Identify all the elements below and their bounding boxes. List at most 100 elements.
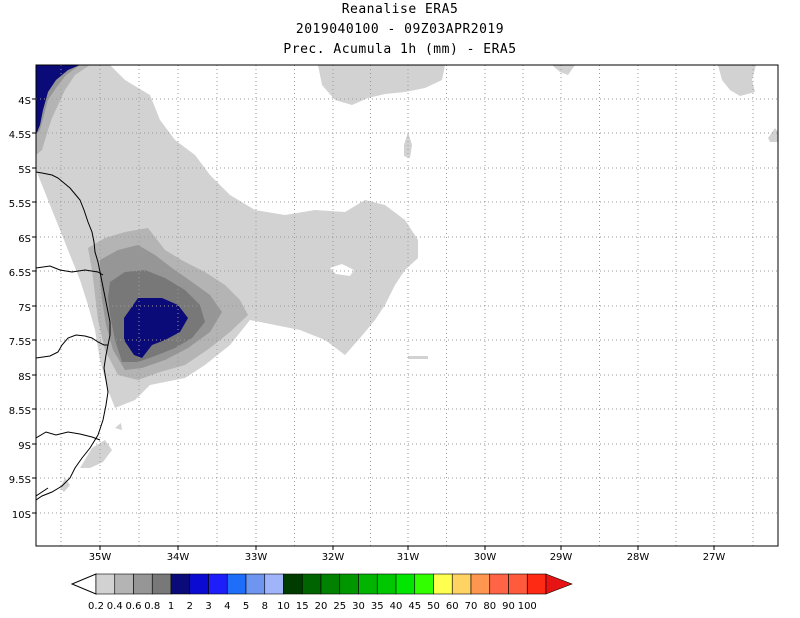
lat-tick-label: 6S (18, 234, 31, 245)
lat-tick-label: 6.5S (9, 268, 31, 279)
colorbar-tick-label: 30 (352, 601, 365, 612)
colorbar-swatch (526, 573, 547, 595)
precip-level-0.2 (768, 128, 778, 142)
longitude-axis: 35W 34W 33W 32W 31W 30W 29W 28W 27W (89, 552, 726, 563)
precip-level-0.2 (60, 478, 70, 492)
colorbar-tick-label: 0.4 (107, 601, 123, 612)
state-border-pe-al (36, 431, 101, 441)
lon-tick-label: 34W (167, 552, 190, 563)
precip-level-1 (124, 298, 188, 358)
colorbar-tick-label: 40 (390, 601, 403, 612)
colorbar-tick-label: 0.6 (126, 601, 142, 612)
axis-ticks (32, 98, 715, 550)
colorbar-swatch (245, 573, 266, 595)
precip-level-0.2 (718, 65, 756, 96)
colorbar-swatch (414, 573, 434, 595)
precip-level-0.2 (552, 65, 575, 75)
colorbar-high-arrow (545, 573, 573, 595)
lon-tick-label: 33W (245, 552, 268, 563)
colorbar-tick-label: 50 (427, 601, 440, 612)
lat-tick-label: 7.5S (9, 337, 31, 348)
colorbar-tick-label: 15 (296, 601, 309, 612)
lon-tick-label: 30W (474, 552, 497, 563)
colorbar-tick-label: 100 (518, 601, 537, 612)
lon-tick-label: 35W (89, 552, 112, 563)
lon-tick-label: 29W (550, 552, 573, 563)
colorbar-swatch (301, 573, 322, 595)
colorbar-swatch (133, 573, 153, 595)
lat-tick-label: 8.5S (9, 406, 31, 417)
colorbar-tick-label: 90 (502, 601, 515, 612)
colorbar-swatch (226, 573, 247, 595)
lat-tick-label: 8S (18, 372, 31, 383)
precip-level-0.2 (80, 440, 112, 468)
colorbar-tick-label: 25 (333, 601, 346, 612)
graticule (36, 65, 778, 546)
precipitation-field (36, 65, 778, 492)
colorbar-swatch (114, 573, 134, 595)
lat-tick-label: 9.5S (9, 475, 31, 486)
colorbar-swatch (189, 573, 209, 595)
colorbar (70, 573, 573, 595)
state-border-pb-pe (36, 334, 108, 359)
precip-level-0.2 (115, 423, 122, 430)
state-border-se (36, 487, 49, 497)
colorbar-low-arrow (70, 573, 97, 595)
lat-tick-label: 4S (18, 96, 31, 107)
colorbar-tick-label: 10 (277, 601, 290, 612)
colorbar-swatch (283, 573, 303, 595)
colorbar-swatch (151, 573, 172, 595)
map-date-subtitle: 2019040100 - 09Z03APR2019 (295, 22, 505, 37)
colorbar-tick-label: 60 (446, 601, 459, 612)
lat-tick-label: 5.5S (9, 199, 31, 210)
precip-gap (330, 264, 354, 276)
colorbar-tick-label: 20 (315, 601, 328, 612)
precip-level-1 (36, 65, 80, 135)
lat-tick-label: 5S (18, 165, 31, 176)
colorbar-swatch (339, 573, 359, 595)
colorbar-tick-label: 35 (371, 601, 384, 612)
colorbar-swatch (395, 573, 416, 595)
latitude-axis: 4S 4.5S 5S 5.5S 6S 6.5S 7S 7.5S 8S 8.5S … (9, 96, 31, 521)
coastline (36, 171, 111, 501)
colorbar-swatch (508, 573, 528, 595)
colorbar-tick-label: 2 (187, 601, 193, 612)
colorbar-swatch (489, 573, 509, 595)
precip-level-0.2 (318, 65, 445, 105)
colorbar-swatch (433, 573, 453, 595)
colorbar-swatch (358, 573, 378, 595)
lat-tick-label: 10S (12, 510, 31, 521)
colorbar-swatch (320, 573, 341, 595)
colorbar-tick-label: 5 (243, 601, 249, 612)
colorbar-swatch (451, 573, 472, 595)
colorbar-tick-label: 70 (465, 601, 478, 612)
coastline-line (36, 171, 111, 501)
map-variable-subtitle: Prec. Acumula 1h (mm) - ERA5 (283, 42, 517, 57)
colorbar-tick-label: 1 (168, 601, 174, 612)
colorbar-tick-label: 80 (483, 601, 496, 612)
colorbar-tick-label: 4 (224, 601, 230, 612)
lat-tick-label: 7S (18, 303, 31, 314)
lon-tick-label: 32W (322, 552, 345, 563)
colorbar-swatch (170, 573, 191, 595)
colorbar-tick-label: 8 (262, 601, 268, 612)
colorbar-swatch (376, 573, 397, 595)
colorbar-tick-label: 3 (205, 601, 211, 612)
colorbar-swatch (470, 573, 491, 595)
colorbar-swatch (264, 573, 284, 595)
colorbar-tick-label: 0.2 (88, 601, 104, 612)
lat-tick-label: 4.5S (9, 130, 31, 141)
lon-tick-label: 28W (627, 552, 650, 563)
colorbar-tick-label: 45 (408, 601, 421, 612)
lat-tick-label: 9S (18, 441, 31, 452)
state-border-rn-pb (36, 265, 104, 276)
colorbar-swatch (95, 573, 116, 595)
colorbar-swatch (208, 573, 228, 595)
precip-level-0.2 (408, 356, 428, 359)
colorbar-labels: 0.2 0.4 0.6 0.8 1 2 3 4 5 8 10 15 20 25 30 35 40 45 50 60 70… (88, 601, 537, 612)
lon-tick-label: 31W (397, 552, 420, 563)
colorbar-tick-label: 0.8 (144, 601, 160, 612)
lon-tick-label: 27W (703, 552, 726, 563)
map-title: Reanalise ERA5 (341, 2, 459, 17)
